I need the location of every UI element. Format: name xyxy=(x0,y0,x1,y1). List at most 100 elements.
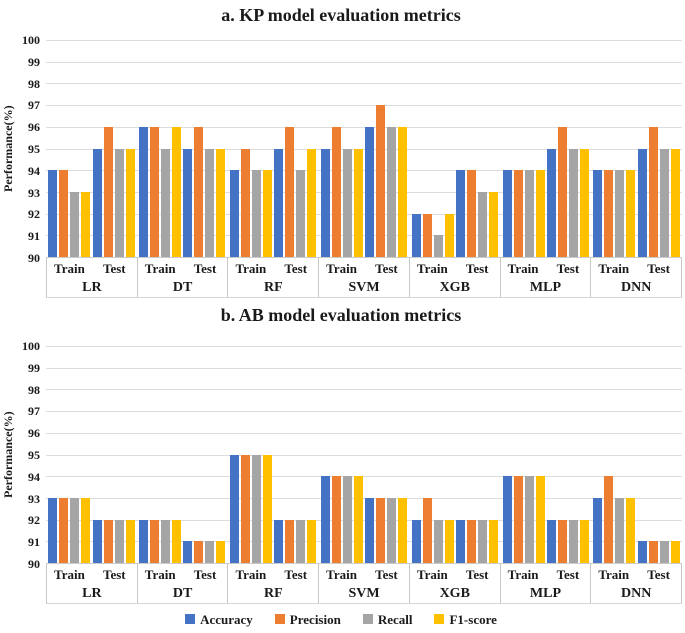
cluster-xgb-train xyxy=(411,346,454,563)
bar-recall-dt-train xyxy=(161,148,171,257)
bar-f1-score-svm-train xyxy=(353,148,363,257)
bar-f1-score-mlp-test xyxy=(579,519,589,563)
x-axis-group-lr: Train Test LR xyxy=(47,258,138,297)
bar-f1-score-mlp-test xyxy=(579,148,589,257)
y-tick-label: 100 xyxy=(22,339,40,353)
bar-precision-lr-test xyxy=(103,126,113,257)
bar-f1-score-dt-test xyxy=(216,541,226,563)
gridline xyxy=(46,126,682,128)
bar-recall-mlp-train xyxy=(524,170,534,257)
cluster-mlp-train xyxy=(502,40,545,257)
model-group-xgb xyxy=(409,346,500,563)
y-tick-label: 100 xyxy=(22,33,40,47)
bar-accuracy-mlp-test xyxy=(546,519,556,563)
model-label-rf: RF xyxy=(263,586,283,601)
bar-f1-score-dt-test xyxy=(216,148,226,257)
model-label-xgb: XGB xyxy=(439,280,470,295)
gridline xyxy=(46,432,682,434)
legend-entry-f1-score: F1-score xyxy=(434,613,497,626)
bar-precision-rf-test xyxy=(285,519,295,563)
phase-label-rf-train: Train xyxy=(235,567,267,582)
bar-accuracy-dnn-train xyxy=(593,170,603,257)
bar-accuracy-rf-test xyxy=(274,148,284,257)
gridline xyxy=(46,476,682,478)
bar-f1-score-dt-train xyxy=(172,126,182,257)
phase-row-mlp: Train Test xyxy=(501,258,591,278)
bar-f1-score-xgb-train xyxy=(444,213,454,257)
y-tick-label: 91 xyxy=(28,229,40,244)
phase-label-svm-train: Train xyxy=(326,567,357,582)
model-group-dnn xyxy=(591,346,682,563)
model-group-xgb xyxy=(409,40,500,257)
bar-recall-lr-train xyxy=(70,497,80,563)
phase-row-dt: Train Test xyxy=(138,258,228,278)
phase-row-dnn: Train Test xyxy=(591,258,681,278)
model-label-dnn: DNN xyxy=(621,280,652,295)
y-tick-label: 99 xyxy=(28,360,40,375)
x-axis-group-xgb: Train Test XGB xyxy=(410,258,501,297)
bar-accuracy-lr-train xyxy=(48,170,58,257)
model-label-rf: RF xyxy=(263,280,283,295)
bar-f1-score-svm-test xyxy=(398,126,408,257)
x-axis-group-svm: Train Test SVM xyxy=(319,564,410,603)
bar-recall-dnn-train xyxy=(615,170,625,257)
y-tick-label: 90 xyxy=(28,557,40,571)
bar-accuracy-svm-test xyxy=(365,126,375,257)
chart-a-plot-area xyxy=(46,40,682,258)
cluster-mlp-test xyxy=(546,40,589,257)
cluster-svm-test xyxy=(365,346,408,563)
bar-accuracy-lr-train xyxy=(48,497,58,563)
bar-accuracy-dnn-test xyxy=(637,541,647,563)
bar-recall-svm-test xyxy=(387,126,397,257)
phase-label-xgb-train: Train xyxy=(416,567,448,582)
model-group-rf xyxy=(228,346,319,563)
gridline xyxy=(46,235,682,237)
gridline xyxy=(46,83,682,85)
phase-label-svm-test: Test xyxy=(375,567,398,582)
bar-recall-dt-test xyxy=(205,148,215,257)
bar-recall-rf-test xyxy=(296,519,306,563)
bar-f1-score-lr-test xyxy=(125,148,135,257)
model-label-xgb: XGB xyxy=(439,586,470,601)
x-axis-group-svm: Train Test SVM xyxy=(319,258,410,297)
gridline xyxy=(46,454,682,456)
cluster-rf-train xyxy=(230,346,272,563)
y-tick-label: 98 xyxy=(28,76,40,91)
bar-accuracy-xgb-test xyxy=(456,170,465,257)
bar-f1-score-lr-train xyxy=(81,497,91,563)
chart-b-y-axis-title: Performance(%) xyxy=(1,411,15,499)
y-tick-label: 99 xyxy=(28,54,40,69)
bar-recall-svm-train xyxy=(342,476,352,563)
bar-recall-mlp-train xyxy=(524,476,534,563)
gridline xyxy=(46,191,682,193)
bar-f1-score-mlp-train xyxy=(535,476,545,563)
model-group-svm xyxy=(319,40,410,257)
bar-f1-score-dnn-train xyxy=(626,170,636,257)
chart-a-y-axis: 90 91 92 93 94 95 96 97 98 99 100 xyxy=(16,34,46,264)
bar-accuracy-mlp-train xyxy=(502,476,512,563)
legend-label: Accuracy xyxy=(200,611,253,627)
y-tick-label: 94 xyxy=(28,163,40,178)
bar-recall-xgb-train xyxy=(433,519,443,563)
bar-accuracy-xgb-train xyxy=(411,519,421,563)
phase-label-mlp-train: Train xyxy=(507,261,539,276)
bar-recall-xgb-test xyxy=(478,191,487,257)
phase-row-rf: Train Test xyxy=(228,564,318,584)
cluster-dt-train xyxy=(139,40,182,257)
model-label-mlp: MLP xyxy=(529,586,561,601)
y-tick-label: 93 xyxy=(28,491,40,506)
y-tick-label: 96 xyxy=(28,426,40,441)
cluster-rf-train xyxy=(230,40,272,257)
y-tick-label: 97 xyxy=(28,98,40,113)
phase-label-lr-test: Test xyxy=(102,261,126,276)
bar-accuracy-mlp-test xyxy=(546,148,556,257)
bar-accuracy-rf-test xyxy=(274,519,284,563)
phase-label-svm-test: Test xyxy=(375,261,398,276)
bar-recall-xgb-test xyxy=(478,519,487,563)
bar-precision-xgb-test xyxy=(467,170,476,257)
y-tick-label: 92 xyxy=(28,207,40,222)
phase-row-lr: Train Test xyxy=(47,258,137,278)
bar-precision-svm-test xyxy=(376,497,386,563)
bar-accuracy-svm-test xyxy=(365,497,375,563)
bar-precision-svm-test xyxy=(376,105,386,257)
